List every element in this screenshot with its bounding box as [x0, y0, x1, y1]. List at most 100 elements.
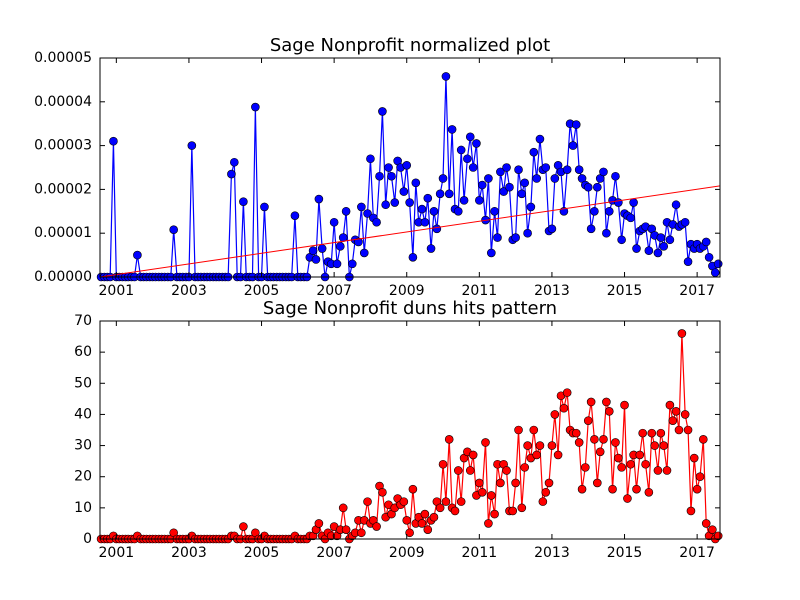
y-tick-label: 40 — [74, 406, 92, 422]
y-tick-label: 0.00004 — [34, 94, 92, 110]
data-point — [405, 528, 414, 538]
data-point — [635, 450, 645, 460]
data-point — [387, 171, 396, 181]
data-point — [604, 407, 614, 416]
data-point — [411, 178, 421, 188]
data-point — [668, 416, 678, 425]
data-point — [683, 425, 693, 435]
data-point — [653, 248, 663, 258]
data-point — [514, 425, 523, 435]
data-point — [336, 242, 345, 251]
data-point — [477, 180, 487, 190]
data-point — [314, 194, 324, 204]
x-tick-label: 2017 — [679, 283, 715, 299]
data-point — [357, 528, 366, 538]
data-point — [375, 171, 384, 181]
data-point — [465, 466, 475, 475]
data-point — [384, 163, 393, 172]
data-point — [577, 484, 587, 494]
data-point — [529, 425, 539, 435]
data-point — [665, 400, 675, 410]
data-point — [447, 125, 457, 134]
data-point — [402, 161, 412, 170]
data-point — [571, 428, 581, 438]
data-point — [408, 252, 418, 262]
data-point — [435, 189, 445, 199]
data-point — [347, 259, 357, 269]
data-point — [593, 478, 602, 488]
data-point — [341, 525, 351, 534]
data-point — [632, 244, 641, 253]
data-point — [481, 438, 490, 447]
data-point — [608, 484, 617, 494]
data-point — [599, 435, 608, 444]
data-point — [468, 163, 478, 172]
data-point — [311, 255, 321, 264]
y-tick-label: 50 — [74, 375, 92, 391]
data-point — [133, 250, 142, 260]
data-point — [399, 187, 409, 196]
data-point — [417, 519, 427, 528]
data-point — [704, 252, 714, 262]
data-point — [595, 447, 605, 457]
data-point — [514, 165, 523, 174]
data-point — [423, 525, 433, 534]
data-point — [541, 163, 551, 172]
data-point — [544, 478, 554, 488]
axes-frame — [99, 57, 721, 278]
data-point — [417, 204, 427, 214]
y-tick-label: 0.00005 — [34, 50, 92, 66]
data-point — [659, 242, 669, 251]
data-point — [632, 484, 641, 494]
data-point — [477, 487, 487, 497]
data-point — [701, 237, 711, 247]
data-point — [617, 463, 626, 472]
data-point — [357, 202, 366, 212]
data-point — [590, 435, 599, 444]
x-tick-label: 2009 — [389, 283, 425, 299]
data-point — [109, 136, 118, 146]
x-tick-label: 2001 — [99, 545, 135, 561]
data-point — [405, 198, 414, 207]
data-point — [472, 139, 481, 148]
data-point — [620, 400, 629, 410]
data-point — [562, 165, 572, 174]
x-tick-label: 2007 — [316, 283, 352, 299]
data-point — [487, 491, 496, 500]
data-point — [626, 459, 636, 469]
data-point — [505, 182, 514, 192]
data-point — [526, 202, 536, 212]
data-point — [701, 519, 711, 528]
data-point — [532, 450, 541, 460]
data-point — [553, 450, 563, 460]
data-point — [502, 163, 511, 172]
data-point — [456, 497, 466, 506]
y-tick-label: 0 — [83, 531, 92, 547]
data-point — [378, 487, 387, 497]
data-point — [169, 225, 178, 234]
data-point — [227, 169, 236, 179]
data-point — [671, 200, 681, 210]
data-point — [547, 224, 557, 234]
data-point — [490, 509, 499, 519]
data-point — [496, 167, 505, 177]
x-tick-label: 2013 — [534, 545, 570, 561]
data-point — [611, 438, 620, 447]
x-tick-label: 2015 — [607, 283, 643, 299]
data-point — [317, 244, 327, 253]
data-point — [308, 246, 318, 256]
data-point — [611, 171, 620, 181]
x-tick-label: 2001 — [99, 283, 135, 299]
data-point — [604, 207, 614, 216]
data-point — [708, 525, 717, 534]
data-point — [435, 503, 445, 513]
data-point — [692, 484, 702, 494]
data-point — [459, 196, 469, 205]
data-point — [426, 244, 436, 253]
data-point — [520, 463, 530, 472]
data-point — [602, 228, 611, 238]
x-tick-label: 2009 — [389, 545, 425, 561]
data-point — [662, 466, 672, 475]
data-point — [683, 257, 693, 266]
